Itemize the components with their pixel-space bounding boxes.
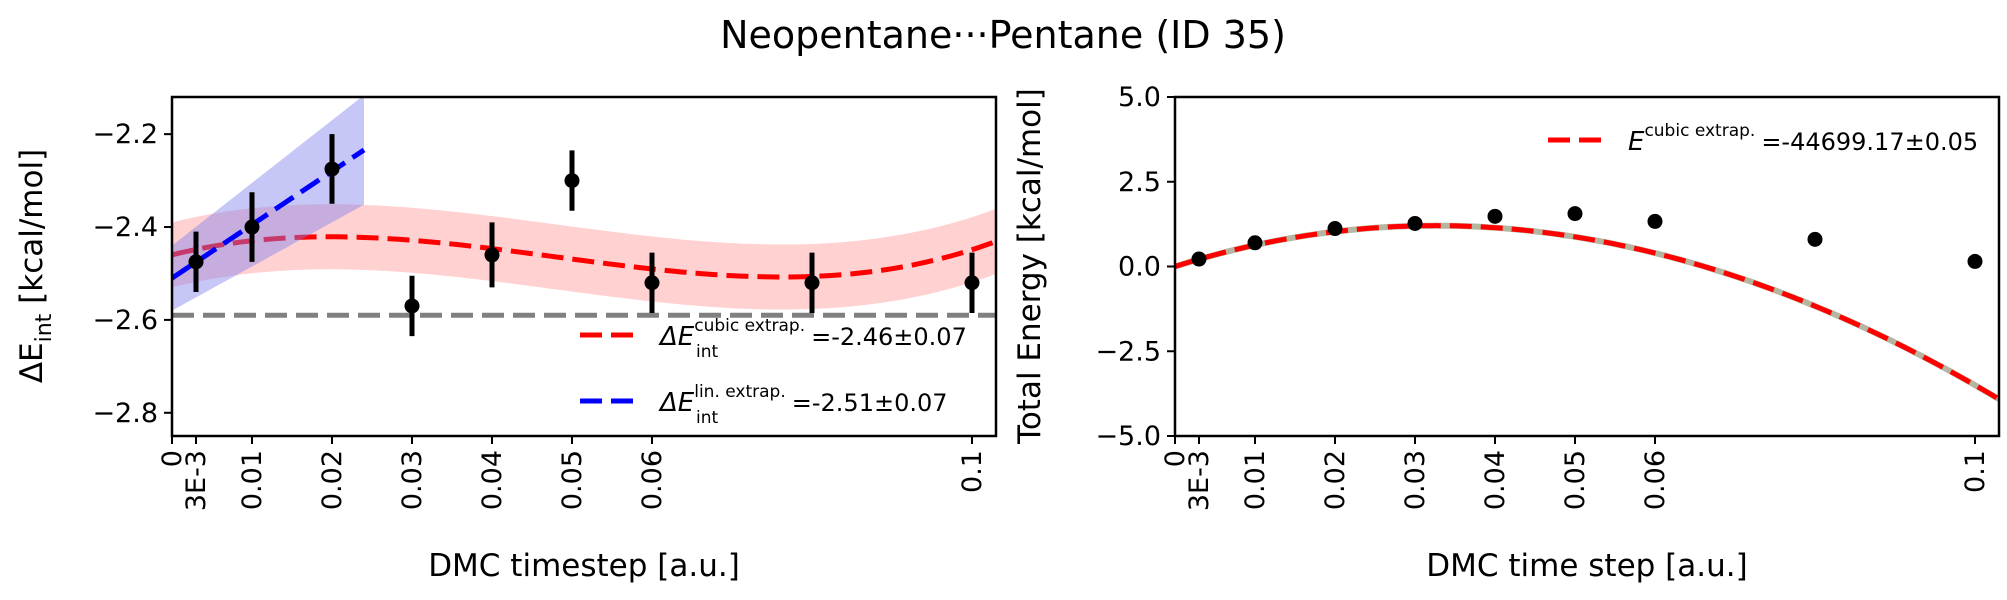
y-tick-label-3: −2.5 <box>1095 336 1161 367</box>
data-point-3 <box>1407 215 1423 231</box>
data-point-6 <box>644 275 660 291</box>
x-tick-label-4: 0.03 <box>1400 450 1431 510</box>
y-axis-label-main: ΔE <box>14 342 50 383</box>
x-tick-label-3: 0.02 <box>1320 450 1351 510</box>
legend-symbol-1: ΔE <box>658 388 695 418</box>
data-point-4 <box>1487 208 1503 224</box>
x-tick-label-1: 3E-3 <box>181 450 212 511</box>
data-point-5 <box>564 173 580 189</box>
x-tick-label-8: 0.1 <box>957 450 988 493</box>
cubic-fit-band <box>172 204 996 310</box>
x-tick-label-2: 0.01 <box>237 450 268 510</box>
x-tick-label-3: 0.02 <box>317 450 348 510</box>
x-tick-label-6: 0.05 <box>1560 450 1591 510</box>
y-tick-label-1: 2.5 <box>1118 167 1161 198</box>
legend-sup-0: cubic extrap. <box>1644 121 1755 141</box>
x-tick-label-0: 0 <box>157 450 188 467</box>
x-tick-label-8: 0.1 <box>1960 450 1991 493</box>
data-point-3 <box>404 298 420 314</box>
plot-area <box>172 97 996 318</box>
legend-value-0: =-2.46±0.07 <box>811 323 967 351</box>
cubic-fit-underlay <box>1175 222 1999 402</box>
y-tick-label-0: −2.2 <box>92 119 158 150</box>
left-panel: −2.2 −2.4 −2.6 −2.8 03E-3 0.01 0.02 0.03 0.04 0.0… <box>14 95 998 584</box>
legend-label-1: ΔElin. extrap. =-2.51±0.07 <box>658 382 948 418</box>
data-point-8 <box>1967 253 1983 269</box>
x-axis-label: DMC time step [a.u.] <box>1426 548 1747 584</box>
y-tick-label-2: 0.0 <box>1118 252 1161 283</box>
x-tick-label-1: 3E-3 <box>1184 450 1215 511</box>
legend-value-1: =-2.51±0.07 <box>792 389 948 417</box>
legend-sub-0: int <box>696 342 718 362</box>
y-tick-label-4: −5.0 <box>1095 421 1161 452</box>
legend-sup-0: cubic extrap. <box>694 316 805 336</box>
data-point-1 <box>1247 235 1263 251</box>
data-point-4 <box>484 247 500 263</box>
data-point-2 <box>1327 221 1343 237</box>
legend-label-0: Ecubic extrap. =-44699.17±0.05 <box>1628 121 1978 157</box>
x-tick-label-4: 0.03 <box>397 450 428 510</box>
legend-sub-1: int <box>696 408 718 428</box>
y-tick-label-2: −2.6 <box>92 305 158 336</box>
cubic-fit-line <box>172 234 996 280</box>
plot-area <box>1175 222 1999 402</box>
x-tick-label-5: 0.04 <box>1480 450 1511 510</box>
legend-symbol-0: ΔE <box>658 322 695 352</box>
data-point-5 <box>1567 206 1583 222</box>
linear-fit-band <box>172 97 364 311</box>
data-point-1 <box>244 219 260 235</box>
x-axis-label: DMC timestep [a.u.] <box>428 548 740 584</box>
y-axis-label: ΔEint [kcal/mol] <box>14 149 57 383</box>
y-tick-label-0: 5.0 <box>1118 82 1161 113</box>
legend-sup-1: lin. extrap. <box>694 382 786 402</box>
y-tick-label-1: −2.4 <box>92 212 158 243</box>
data-point-6 <box>1647 213 1663 229</box>
legend-symbol-0: E <box>1628 127 1645 157</box>
cubic-fit-line <box>1175 223 1999 402</box>
x-tick-label-7: 0.06 <box>637 450 668 510</box>
y-tick-label-3: −2.8 <box>92 398 158 429</box>
data-point-0 <box>188 254 204 270</box>
data-point-2 <box>324 161 340 177</box>
data-point-7 <box>1807 231 1823 247</box>
data-point-8 <box>964 275 980 291</box>
figure-title: Neopentane···Pentane (ID 35) <box>720 13 1286 57</box>
x-tick-label-2: 0.01 <box>1240 450 1271 510</box>
x-tick-label-6: 0.05 <box>557 450 588 510</box>
legend-label-0: ΔEcubic extrap. =-2.46±0.07 <box>658 316 967 352</box>
x-tick-label-7: 0.06 <box>1640 450 1671 510</box>
x-tick-label-5: 0.04 <box>477 450 508 510</box>
y-axis-label: Total Energy [kcal/mol] <box>1012 88 1048 445</box>
y-axis-label-unit: [kcal/mol] <box>14 149 50 314</box>
legend-value-0: =-44699.17±0.05 <box>1761 128 1978 156</box>
y-axis-label-sub: int <box>32 313 57 342</box>
data-point-7 <box>804 275 820 291</box>
data-point-0 <box>1191 251 1207 267</box>
axes-frame <box>170 95 998 438</box>
x-tick-label-0: 0 <box>1160 450 1191 467</box>
